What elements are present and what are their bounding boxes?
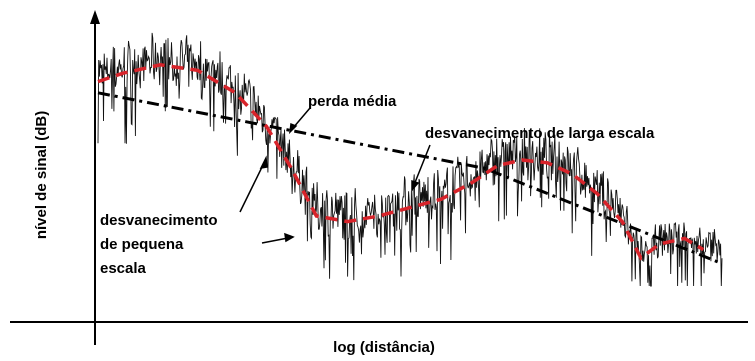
x-axis-label: log (distância) — [333, 339, 435, 356]
annotation-arrows — [239, 107, 431, 244]
arrow-pequena-escala-1 — [239, 162, 265, 213]
larga-escala-label: desvanecimento de larga escala — [425, 125, 655, 142]
pequena-escala-label-2: de pequena — [100, 236, 184, 253]
y-axis-label: nível de sinal (dB) — [33, 111, 50, 239]
small-scale-fading-trace — [97, 32, 723, 287]
arrow-perda-media — [292, 107, 311, 129]
perda-media-label: perda média — [308, 93, 397, 110]
large-scale-fading-line — [97, 63, 705, 261]
small-scale-fading-series — [97, 32, 723, 287]
pequena-escala-label-1: desvanecimento — [100, 212, 218, 229]
arrow-larga-escala — [413, 144, 431, 186]
mean-path-loss-line — [97, 91, 723, 265]
arrow-pequena-escala-2 — [261, 237, 289, 244]
pequena-escala-label-3: escala — [100, 260, 147, 277]
y-axis-arrow — [90, 10, 100, 24]
